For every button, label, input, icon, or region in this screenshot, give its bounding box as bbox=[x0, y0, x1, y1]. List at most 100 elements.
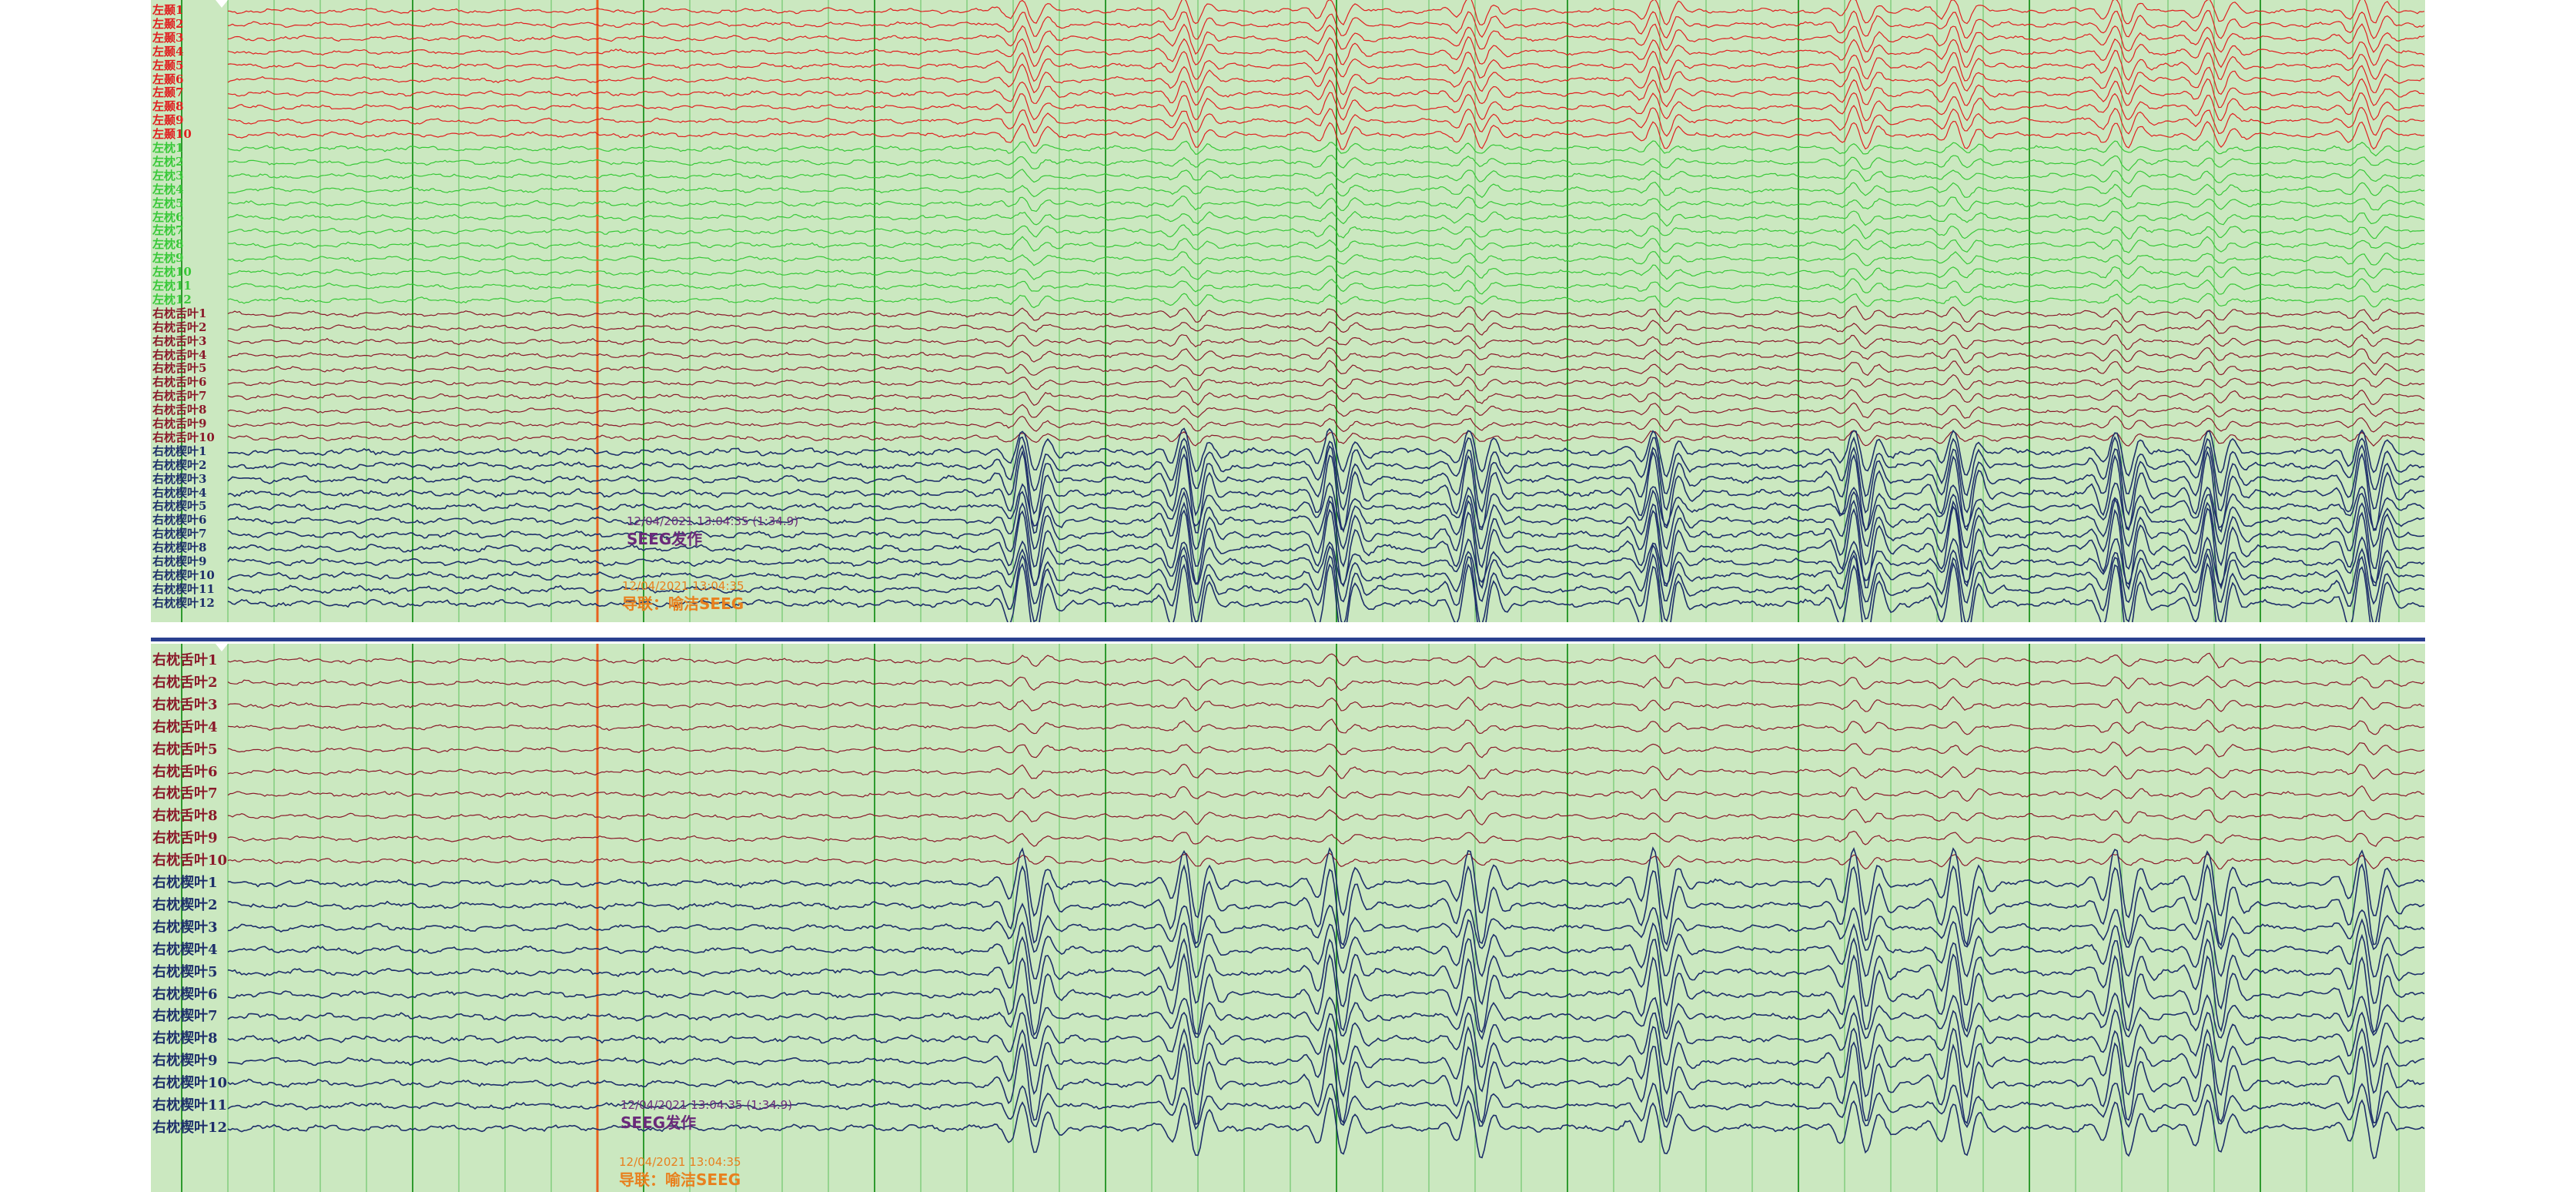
channel-label[interactable]: 右枕舌叶9 bbox=[152, 417, 207, 430]
channel-label[interactable]: 左颞7 bbox=[152, 85, 184, 100]
panel-divider[interactable] bbox=[151, 638, 2425, 641]
channel-label[interactable]: 左颞2 bbox=[152, 16, 184, 31]
channel-label[interactable]: 右枕舌叶2 bbox=[152, 320, 207, 334]
channel-trace bbox=[227, 373, 2425, 392]
channel-trace bbox=[227, 23, 2425, 55]
channel-label[interactable]: 右枕楔叶3 bbox=[152, 471, 207, 486]
channel-label[interactable]: 右枕楔叶11 bbox=[152, 581, 215, 596]
channel-label[interactable]: 右枕楔叶4 bbox=[152, 485, 207, 500]
channel-label[interactable]: 左枕11 bbox=[152, 279, 192, 293]
channel-trace bbox=[227, 35, 2425, 69]
channel-label[interactable]: 右枕楔叶2 bbox=[152, 896, 218, 913]
channel-label[interactable]: 左枕3 bbox=[152, 168, 184, 182]
channel-trace bbox=[227, 652, 2425, 669]
channel-label[interactable]: 右枕楔叶4 bbox=[152, 941, 218, 958]
event-timestamp: 12/04/2021 13:04:35 (1:34.9) bbox=[621, 1098, 793, 1112]
channel-label[interactable]: 左枕7 bbox=[152, 223, 184, 238]
channel-trace bbox=[227, 105, 2425, 137]
eeg-panel-top[interactable]: 左颞1 左颞2 左颞3 左颞4 左颞5 左颞6 左颞7 左颞8 左颞9 左颞10 左枕1 左枕2 左枕3… bbox=[151, 0, 2425, 622]
channel-label[interactable]: 左枕2 bbox=[152, 154, 184, 169]
channel-label[interactable]: 右枕楔叶8 bbox=[152, 541, 207, 555]
channel-label[interactable]: 左枕9 bbox=[152, 251, 184, 266]
event-label[interactable]: SEEG发作 bbox=[621, 1113, 697, 1132]
channel-label[interactable]: 右枕楔叶7 bbox=[152, 527, 207, 541]
channel-label[interactable]: 左颞4 bbox=[152, 44, 184, 59]
channel-label[interactable]: 右枕楔叶8 bbox=[152, 1030, 218, 1047]
channel-label[interactable]: 右枕舌叶6 bbox=[152, 763, 218, 780]
channel-label[interactable]: 左颞9 bbox=[152, 113, 184, 128]
channel-trace bbox=[227, 427, 2425, 478]
channel-label[interactable]: 左颞8 bbox=[152, 99, 184, 114]
channel-label[interactable]: 右枕舌叶10 bbox=[152, 852, 228, 869]
channel-label[interactable]: 左枕5 bbox=[152, 196, 184, 210]
channel-label[interactable]: 左枕4 bbox=[152, 182, 184, 196]
channel-label[interactable]: 左颞3 bbox=[152, 30, 184, 45]
channel-label[interactable]: 右枕舌叶9 bbox=[152, 830, 218, 847]
channel-label[interactable]: 右枕楔叶12 bbox=[152, 595, 215, 610]
channel-trace bbox=[227, 785, 2424, 802]
channel-trace bbox=[227, 415, 2425, 433]
eeg-panel-bottom[interactable]: 右枕舌叶1 右枕舌叶2 右枕舌叶3 右枕舌叶4 右枕舌叶5 右枕舌叶6 右枕舌叶7 右枕舌叶8… bbox=[151, 644, 2425, 1192]
channel-trace bbox=[227, 1097, 2425, 1160]
channel-label[interactable]: 左颞6 bbox=[152, 72, 184, 86]
channel-trace bbox=[227, 561, 2425, 622]
channel-label[interactable]: 右枕舌叶2 bbox=[152, 674, 218, 691]
time-marker-icon[interactable] bbox=[216, 644, 228, 651]
channel-label[interactable]: 左枕1 bbox=[152, 141, 184, 155]
channel-trace bbox=[227, 742, 2425, 758]
channel-label[interactable]: 左颞5 bbox=[152, 58, 184, 72]
montage-label[interactable]: 导联：喻洁SEEG bbox=[619, 1170, 741, 1189]
channel-trace bbox=[227, 10, 2425, 40]
channel-label[interactable]: 右枕舌叶6 bbox=[152, 375, 207, 390]
channel-label[interactable]: 右枕楔叶6 bbox=[152, 986, 218, 1003]
channel-label[interactable]: 右枕楔叶9 bbox=[152, 1053, 218, 1070]
channel-label[interactable]: 右枕楔叶9 bbox=[152, 554, 207, 568]
channel-label[interactable]: 右枕舌叶4 bbox=[152, 347, 207, 362]
channel-label[interactable]: 右枕舌叶4 bbox=[152, 718, 218, 735]
channel-label[interactable]: 右枕楔叶7 bbox=[152, 1008, 218, 1025]
channel-label[interactable]: 右枕舌叶7 bbox=[152, 389, 207, 403]
channel-label[interactable]: 右枕楔叶3 bbox=[152, 919, 218, 936]
channel-trace bbox=[227, 155, 2425, 172]
channel-label[interactable]: 右枕舌叶8 bbox=[152, 403, 207, 417]
channel-label[interactable]: 右枕楔叶10 bbox=[152, 1075, 228, 1092]
channel-label[interactable]: 右枕舌叶5 bbox=[152, 741, 218, 758]
event-label[interactable]: SEEG发作 bbox=[627, 530, 703, 548]
channel-label[interactable]: 左枕10 bbox=[152, 265, 192, 280]
montage-timestamp: 12/04/2021 13:04:35 bbox=[622, 579, 744, 593]
channel-label[interactable]: 右枕舌叶10 bbox=[152, 430, 215, 444]
channel-label[interactable]: 右枕楔叶11 bbox=[152, 1097, 228, 1113]
channel-label[interactable]: 右枕楔叶10 bbox=[152, 568, 215, 582]
channel-label[interactable]: 右枕楔叶1 bbox=[152, 444, 207, 458]
channel-trace bbox=[227, 320, 2425, 336]
channel-trace bbox=[227, 481, 2425, 531]
channel-trace bbox=[227, 402, 2425, 419]
channel-trace bbox=[228, 236, 2425, 254]
channel-label[interactable]: 左枕8 bbox=[152, 237, 184, 252]
channel-label[interactable]: 左颞1 bbox=[152, 3, 184, 17]
channel-trace bbox=[227, 436, 2425, 497]
channel-label[interactable]: 右枕舌叶5 bbox=[152, 361, 207, 376]
time-marker-icon[interactable] bbox=[216, 0, 228, 8]
channel-label[interactable]: 左颞10 bbox=[152, 127, 192, 142]
channel-trace bbox=[227, 497, 2425, 571]
channel-trace bbox=[228, 1026, 2425, 1099]
channel-label[interactable]: 右枕楔叶2 bbox=[152, 457, 207, 472]
channel-label[interactable]: 右枕楔叶5 bbox=[152, 963, 218, 980]
channel-label[interactable]: 左枕6 bbox=[152, 209, 184, 224]
channel-label[interactable]: 右枕舌叶3 bbox=[152, 333, 207, 348]
channel-label[interactable]: 左枕12 bbox=[152, 292, 192, 306]
channel-label[interactable]: 右枕楔叶6 bbox=[152, 513, 207, 527]
montage-label[interactable]: 导联：喻洁SEEG bbox=[622, 594, 744, 613]
channel-label[interactable]: 右枕舌叶1 bbox=[152, 652, 218, 668]
channel-trace bbox=[227, 92, 2425, 122]
channel-label[interactable]: 右枕舌叶8 bbox=[152, 808, 218, 825]
channel-trace bbox=[227, 196, 2425, 213]
channel-label[interactable]: 右枕楔叶5 bbox=[152, 499, 207, 514]
channel-label[interactable]: 右枕舌叶1 bbox=[152, 306, 207, 320]
channel-label[interactable]: 右枕楔叶1 bbox=[152, 875, 218, 891]
channel-trace bbox=[227, 1080, 2425, 1130]
channel-label[interactable]: 右枕楔叶12 bbox=[152, 1119, 228, 1136]
channel-label[interactable]: 右枕舌叶3 bbox=[152, 696, 218, 713]
channel-label[interactable]: 右枕舌叶7 bbox=[152, 785, 218, 802]
